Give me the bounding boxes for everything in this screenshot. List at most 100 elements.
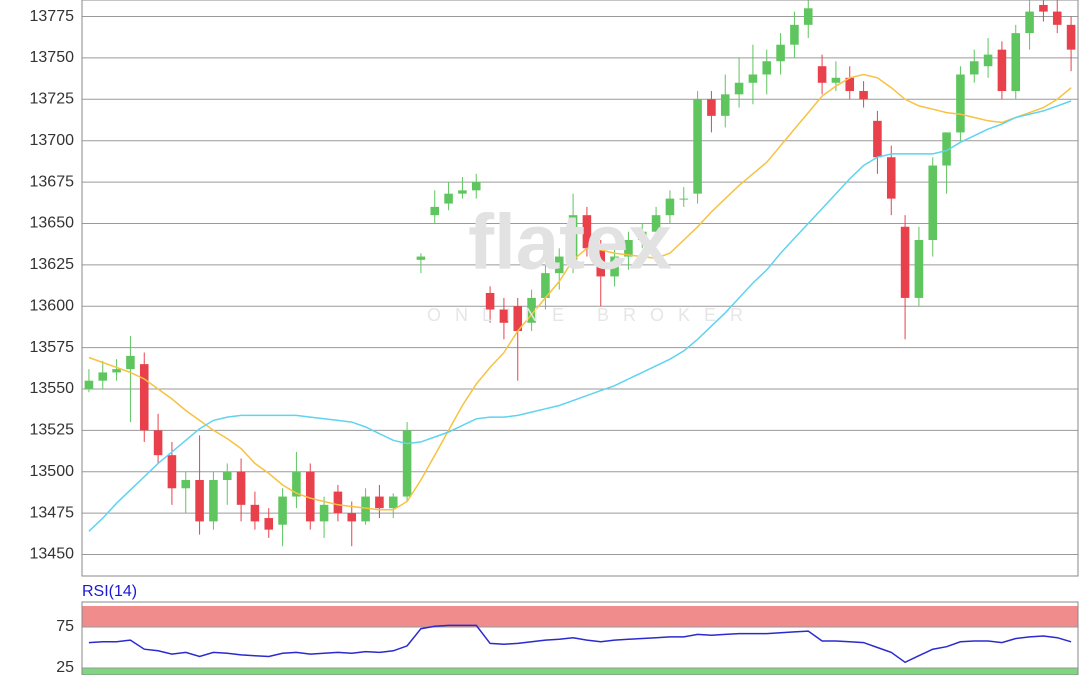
zone xyxy=(81,667,1079,675)
y-tick-label: 13575 xyxy=(30,339,75,356)
candle-body xyxy=(181,480,191,489)
candle-body xyxy=(527,297,536,323)
candle-body xyxy=(222,471,232,480)
y-tick-label: 13550 xyxy=(30,380,75,397)
candle-body xyxy=(305,471,315,522)
y-tick-label: 13625 xyxy=(30,256,75,273)
watermark: flatex xyxy=(468,198,672,286)
y-tick-label: 13475 xyxy=(30,504,75,521)
candle-body xyxy=(651,215,661,232)
candle-body xyxy=(873,120,882,158)
candle-body xyxy=(513,306,523,332)
watermark-sub: ONLINE BROKER xyxy=(427,305,757,325)
candle-body xyxy=(153,430,163,456)
candle-body xyxy=(471,182,481,191)
candle-body xyxy=(361,496,370,522)
candle-body xyxy=(126,355,135,370)
candle-body xyxy=(803,8,813,25)
candle-body xyxy=(1011,33,1021,92)
candle-body xyxy=(637,231,647,240)
candle-body xyxy=(734,82,744,95)
candle-body xyxy=(402,430,412,497)
candle-body xyxy=(209,480,218,522)
candle-body xyxy=(1066,24,1076,50)
line xyxy=(88,624,1072,664)
candle-body xyxy=(333,491,343,514)
y-tick-label: 13750 xyxy=(30,49,75,66)
candle-body xyxy=(997,49,1007,92)
candle-body xyxy=(679,198,689,200)
candle-body xyxy=(319,504,329,522)
candle-body xyxy=(707,99,716,116)
candle-body xyxy=(831,77,841,83)
candle-body xyxy=(886,157,896,199)
candle-body xyxy=(720,94,730,116)
candle-body xyxy=(900,226,910,298)
candle-body xyxy=(610,256,619,277)
y-tick-label: 13600 xyxy=(30,297,75,314)
candle-body xyxy=(444,193,453,204)
candle-body xyxy=(416,256,426,260)
candle-body xyxy=(1052,11,1062,25)
y-tick-label: 13675 xyxy=(30,173,75,190)
y-tick-label: 13700 xyxy=(30,132,75,149)
candle-body xyxy=(817,66,827,83)
candle-body xyxy=(624,240,633,257)
y-tick-label: 13775 xyxy=(30,8,75,25)
candle-body xyxy=(1039,4,1048,12)
y-tick-label: 25 xyxy=(56,659,74,675)
candle-body xyxy=(554,256,564,274)
y-tick-label: 13450 xyxy=(30,546,75,563)
candle-body xyxy=(388,496,398,509)
candle-body xyxy=(139,364,149,431)
y-tick-label: 13725 xyxy=(30,91,75,108)
candle-body xyxy=(693,99,702,194)
candle-body xyxy=(84,380,94,389)
candle-body xyxy=(956,74,965,133)
candle-body xyxy=(776,44,785,62)
candle-body xyxy=(790,24,799,45)
candle-body xyxy=(375,496,384,509)
rsi-title: RSI(14) xyxy=(82,583,137,600)
candle-body xyxy=(568,215,578,260)
candle-body xyxy=(236,471,246,505)
plot-frame xyxy=(81,601,1079,675)
y-tick-label: 13500 xyxy=(30,463,75,480)
candle-body xyxy=(665,198,675,216)
candle-body xyxy=(485,292,495,310)
line xyxy=(88,73,1072,511)
candle-body xyxy=(845,77,855,92)
candle-body xyxy=(541,273,550,298)
candle-body xyxy=(195,480,204,522)
candle-body xyxy=(292,471,301,497)
candle-body xyxy=(969,61,979,75)
candle-body xyxy=(264,518,274,530)
y-tick-label: 13525 xyxy=(30,422,75,439)
candle-body xyxy=(98,372,108,381)
line xyxy=(88,100,1072,532)
candle-body xyxy=(112,369,121,373)
candle-body xyxy=(278,496,287,525)
candle-body xyxy=(762,61,772,75)
zone xyxy=(81,606,1079,628)
y-tick-label: 75 xyxy=(56,618,74,635)
candle-body xyxy=(347,513,357,522)
candle-body xyxy=(1025,11,1034,34)
candle-body xyxy=(499,309,509,323)
candle-body xyxy=(928,165,938,240)
candle-body xyxy=(430,206,440,216)
candle-body xyxy=(582,215,592,249)
plot-frame xyxy=(81,0,1079,577)
candle-body xyxy=(250,504,260,522)
candle-body xyxy=(942,132,951,166)
candle-body xyxy=(167,455,177,489)
candle-body xyxy=(983,54,993,67)
candle-body xyxy=(914,240,924,298)
candle-body xyxy=(596,248,606,277)
candle-body xyxy=(859,91,868,100)
y-tick-label: 13650 xyxy=(30,215,75,232)
candle-body xyxy=(458,190,467,194)
candle-body xyxy=(748,74,758,83)
